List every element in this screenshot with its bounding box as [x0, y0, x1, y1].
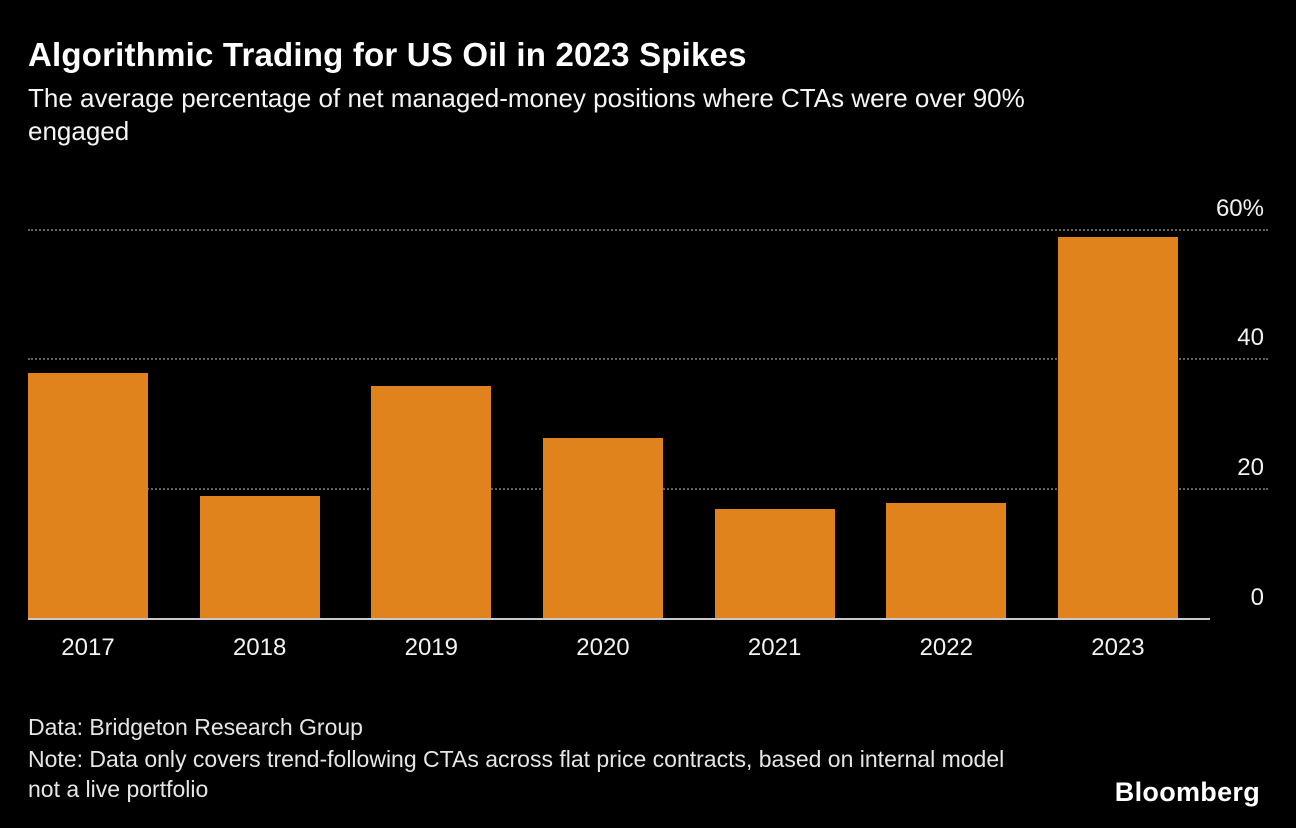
- data-source: Data: Bridgeton Research Group: [28, 713, 363, 740]
- x-axis-baseline: [28, 617, 1210, 620]
- gridline-40: [28, 358, 1268, 361]
- bloomberg-logo: Bloomberg: [1114, 777, 1260, 807]
- x-axis-labels: 2017 2018 2019 2020 2021 2022 2023: [28, 634, 1178, 662]
- chart-title: Algorithmic Trading for US Oil in 2023 S…: [28, 36, 747, 73]
- gridline-60: [28, 228, 1268, 231]
- y-axis-label-60: 60%: [1215, 194, 1264, 222]
- bar-2019: [371, 386, 492, 620]
- bar-2018: [199, 496, 320, 620]
- plot-area: 60% 40 20 0: [28, 196, 1268, 620]
- x-axis-label-2019: 2019: [404, 633, 458, 661]
- bar-2020: [542, 438, 663, 620]
- bar-2023: [1057, 237, 1178, 620]
- x-axis-label-2020: 2020: [576, 633, 630, 661]
- y-axis-label-40: 40: [1237, 324, 1264, 352]
- x-axis-label-2022: 2022: [919, 633, 973, 661]
- footnote: Note: Data only covers trend-following C…: [28, 745, 1005, 803]
- bar-2022: [886, 502, 1007, 620]
- bars: [28, 231, 1178, 620]
- x-axis-label-2021: 2021: [747, 633, 802, 661]
- chart-footer: Data: Bridgeton Research Group Note: Dat…: [28, 712, 1268, 805]
- chart-subtitle: The average percentage of net managed-mo…: [28, 83, 1025, 147]
- x-axis-label-2023: 2023: [1091, 633, 1145, 661]
- y-axis-label-0: 0: [1250, 583, 1264, 611]
- x-axis-label-2017: 2017: [61, 633, 115, 661]
- bar-2021: [714, 509, 835, 620]
- y-axis-label-20: 20: [1237, 453, 1264, 481]
- x-axis-label-2018: 2018: [232, 633, 287, 661]
- bar-2017: [28, 373, 148, 620]
